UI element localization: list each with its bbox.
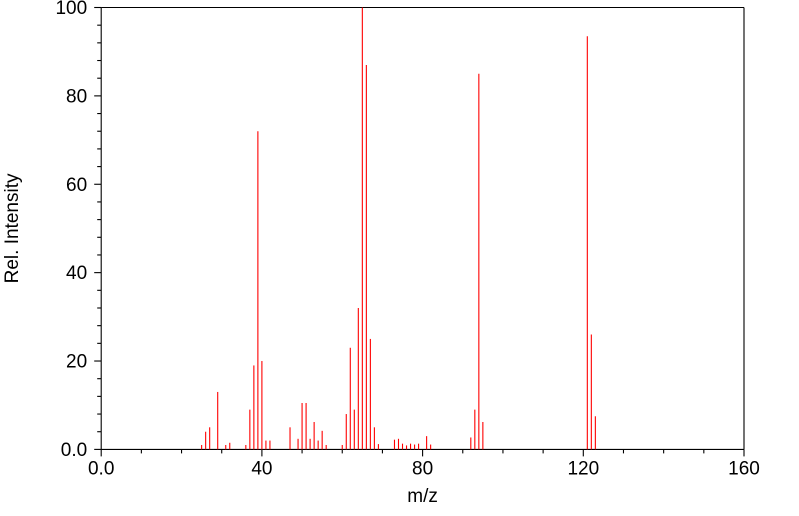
svg-text:0.0: 0.0 bbox=[61, 440, 87, 461]
svg-text:80: 80 bbox=[412, 458, 433, 479]
svg-text:120: 120 bbox=[567, 458, 599, 479]
svg-text:m/z: m/z bbox=[407, 486, 438, 507]
svg-text:0.0: 0.0 bbox=[88, 458, 114, 479]
svg-text:Rel. Intensity: Rel. Intensity bbox=[2, 173, 23, 283]
svg-text:40: 40 bbox=[66, 263, 87, 284]
svg-text:20: 20 bbox=[66, 352, 87, 373]
svg-text:60: 60 bbox=[66, 175, 87, 196]
svg-text:100: 100 bbox=[55, 0, 87, 19]
svg-text:80: 80 bbox=[66, 86, 87, 107]
svg-text:160: 160 bbox=[728, 458, 760, 479]
svg-text:40: 40 bbox=[251, 458, 272, 479]
